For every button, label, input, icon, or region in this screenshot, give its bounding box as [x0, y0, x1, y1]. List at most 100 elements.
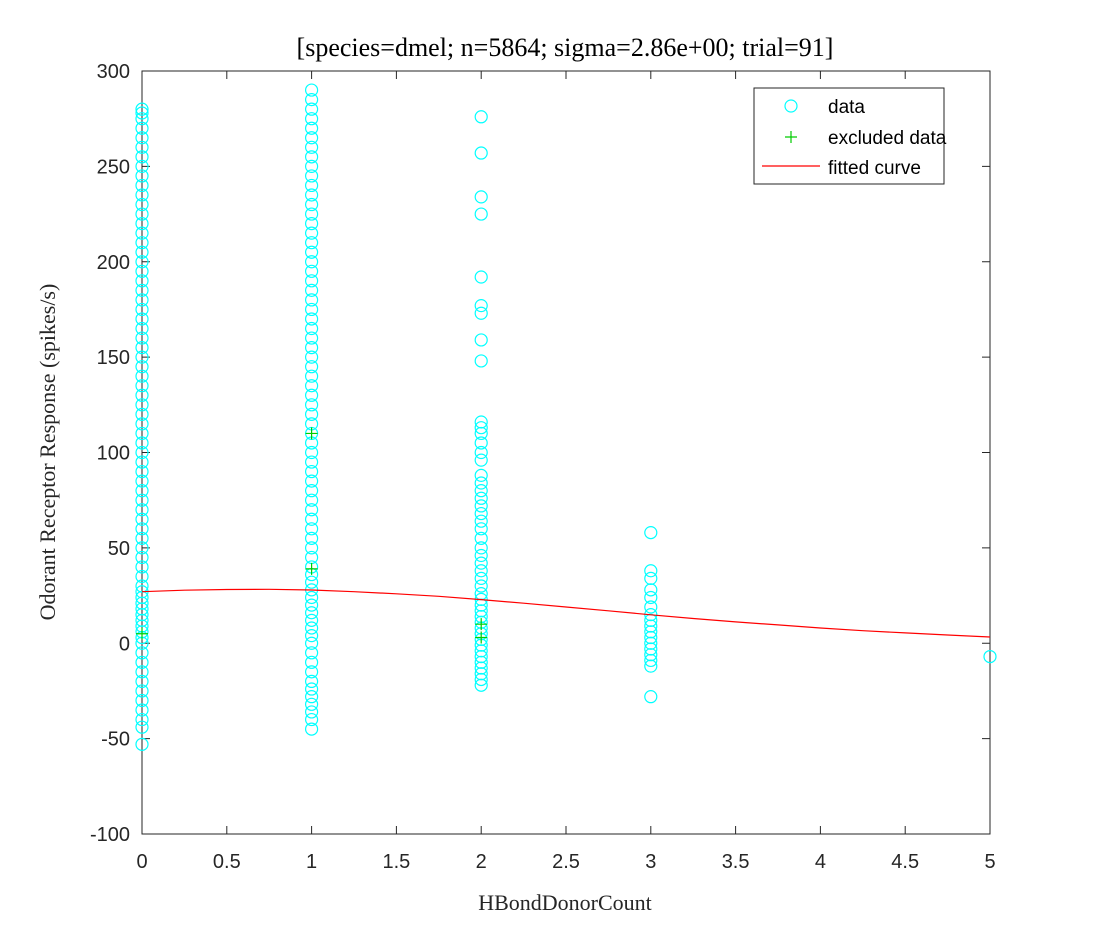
data-point: [644, 571, 658, 585]
data-point: [305, 541, 319, 555]
data-point: [135, 360, 149, 374]
data-point: [305, 474, 319, 488]
data-point: [305, 93, 319, 107]
data-point: [305, 178, 319, 193]
y-tick-label: 0: [119, 633, 130, 655]
data-point: [135, 264, 149, 278]
data-point: [135, 474, 149, 488]
data-point: [644, 526, 658, 540]
data-point: [135, 684, 149, 698]
data-point: [135, 493, 149, 507]
data-point: [305, 590, 319, 605]
data-point: [305, 629, 319, 643]
x-tick-label: 0.5: [213, 851, 241, 873]
data-point: [135, 655, 149, 669]
data-point: [474, 571, 488, 585]
data-point: [305, 613, 319, 627]
data-point: [474, 354, 488, 368]
data-point: [305, 302, 319, 317]
data-point: [135, 693, 149, 708]
data-point: [305, 379, 319, 393]
data-point: [135, 550, 149, 565]
legend: data excluded data fitted curve: [753, 87, 947, 185]
data-point: [135, 321, 149, 336]
data-point: [474, 484, 488, 498]
x-tick-label: 1.5: [382, 851, 410, 873]
data-point: [305, 503, 319, 517]
data-point: [135, 159, 149, 173]
data-point: [644, 690, 658, 704]
data-point: [305, 682, 319, 696]
data-point: [305, 484, 319, 498]
data-point: [135, 340, 149, 355]
data-point: [474, 207, 488, 221]
legend-label-excluded: excluded data: [828, 128, 947, 149]
data-point: [474, 468, 488, 482]
data-point: [135, 283, 149, 297]
data-point: [305, 112, 319, 126]
data-point: [135, 388, 149, 402]
data-point: [135, 188, 149, 202]
data-point: [305, 245, 319, 259]
data-point: [305, 169, 319, 183]
data-point: [474, 415, 488, 429]
data-point: [135, 579, 149, 593]
data-point: [305, 283, 319, 297]
data-point: [305, 690, 319, 704]
data-point: [135, 274, 149, 288]
x-tick-label: 4.5: [891, 851, 919, 873]
data-point: [474, 522, 488, 536]
data-point: [135, 131, 149, 145]
data-point: [305, 159, 319, 173]
data-point: [305, 512, 319, 526]
data-point: [305, 598, 319, 612]
data-point: [474, 556, 488, 570]
data-point: [135, 646, 149, 660]
data-point: [135, 102, 149, 116]
data-point: [135, 398, 149, 412]
x-tick-label: 1: [306, 851, 317, 873]
legend-plus-marker: [785, 131, 797, 143]
data-point: [135, 255, 149, 269]
data-point: [135, 245, 149, 259]
data-point: [135, 426, 149, 441]
data-point: [305, 321, 319, 336]
data-point: [305, 226, 319, 240]
data-point: [983, 650, 997, 664]
data-point: [305, 655, 319, 669]
data-point: [135, 464, 149, 479]
data-point: [474, 514, 488, 528]
legend-circle-marker: [784, 99, 798, 113]
data-point: [474, 531, 488, 545]
data-point: [644, 600, 658, 614]
data-point: [474, 333, 488, 347]
data-point: [305, 522, 319, 536]
x-tick-label: 0: [136, 851, 147, 873]
data-marks: [135, 83, 997, 751]
data-point: [474, 564, 488, 578]
data-point: [305, 331, 319, 345]
data-point: [135, 522, 149, 536]
data-point: [305, 712, 319, 727]
data-point: [305, 140, 319, 154]
excluded-data-point: [305, 562, 318, 575]
data-point: [135, 665, 149, 679]
data-point: [305, 150, 319, 164]
data-point: [135, 350, 149, 364]
x-tick-label: 4: [815, 851, 826, 873]
y-tick-label: 300: [97, 61, 130, 83]
data-point: [135, 369, 149, 383]
data-point: [135, 121, 149, 135]
data-point: [474, 436, 488, 450]
data-point: [135, 484, 149, 498]
data-point: [474, 299, 488, 313]
data-point: [305, 360, 319, 374]
x-tick-label: 3.5: [722, 851, 750, 873]
data-point: [135, 226, 149, 240]
excluded-data-point: [136, 627, 148, 640]
data-point: [305, 398, 319, 412]
legend-label-data: data: [828, 97, 865, 118]
data-point: [305, 493, 319, 507]
data-point: [305, 621, 319, 635]
